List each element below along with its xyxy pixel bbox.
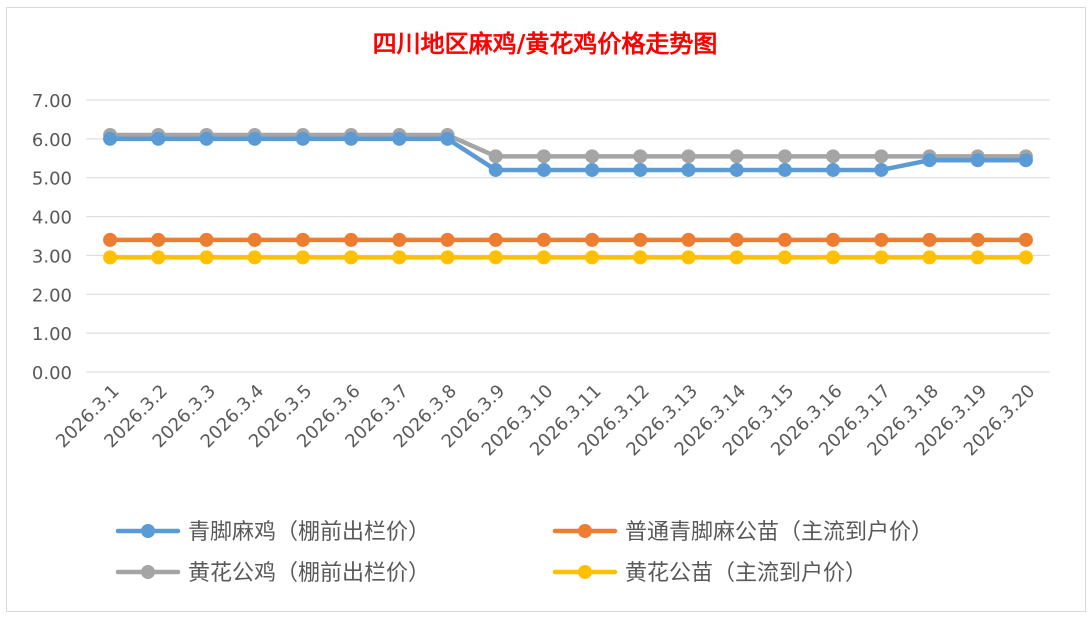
data-point (826, 232, 841, 247)
data-point (729, 250, 744, 265)
legend-swatch-marker (141, 565, 155, 579)
data-point (777, 149, 792, 164)
data-point (392, 232, 407, 247)
data-point (392, 131, 407, 146)
data-point (344, 232, 359, 247)
data-point (247, 232, 262, 247)
data-point (681, 149, 696, 164)
data-point (681, 232, 696, 247)
data-point (729, 149, 744, 164)
data-point (777, 250, 792, 265)
legend-item: 青脚麻鸡（棚前出栏价） (115, 520, 430, 545)
data-point (488, 232, 503, 247)
data-point (247, 250, 262, 265)
series-line (107, 136, 1029, 173)
series-line (107, 132, 1029, 159)
data-point (199, 250, 214, 265)
data-point (488, 162, 503, 177)
data-point (922, 153, 937, 168)
data-point (344, 131, 359, 146)
chart-area-border (6, 7, 1086, 612)
legend-item: 普通青脚麻公苗（主流到户价） (552, 520, 933, 545)
data-point (585, 149, 600, 164)
data-point (440, 232, 455, 247)
data-point (826, 250, 841, 265)
data-point (440, 131, 455, 146)
data-point (488, 250, 503, 265)
legend-swatch-marker (141, 524, 155, 538)
data-point (103, 232, 118, 247)
data-point (536, 250, 551, 265)
data-point (777, 232, 792, 247)
legend-label: 黄花公鸡（棚前出栏价） (188, 561, 430, 586)
data-point (199, 131, 214, 146)
data-point (970, 250, 985, 265)
data-point (874, 149, 889, 164)
y-tick-label: 4.00 (32, 208, 72, 229)
y-tick-label: 0.00 (32, 363, 72, 384)
data-point (585, 232, 600, 247)
legend-item: 黄花公苗（主流到户价） (552, 561, 867, 586)
data-point (777, 162, 792, 177)
y-tick-label: 7.00 (32, 91, 72, 112)
data-point (729, 232, 744, 247)
data-point (536, 232, 551, 247)
series-3 (103, 250, 1033, 265)
data-point (874, 232, 889, 247)
data-point (729, 162, 744, 177)
data-point (1018, 232, 1033, 247)
data-point (440, 250, 455, 265)
data-point (1018, 250, 1033, 265)
data-point (392, 250, 407, 265)
data-point (103, 131, 118, 146)
y-tick-label: 3.00 (32, 246, 72, 267)
data-point (488, 149, 503, 164)
data-point (922, 250, 937, 265)
data-point (970, 232, 985, 247)
data-point (247, 131, 262, 146)
data-point (681, 162, 696, 177)
data-point (536, 162, 551, 177)
data-point (295, 131, 310, 146)
data-point (199, 232, 214, 247)
series-0 (103, 131, 1033, 177)
legend-label: 黄花公苗（主流到户价） (625, 561, 867, 586)
legend-label: 青脚麻鸡（棚前出栏价） (188, 520, 430, 545)
series-1 (103, 232, 1033, 247)
data-point (585, 250, 600, 265)
data-point (922, 232, 937, 247)
data-point (633, 149, 648, 164)
y-tick-label: 6.00 (32, 130, 72, 151)
legend-label: 普通青脚麻公苗（主流到户价） (625, 520, 933, 545)
data-point (151, 232, 166, 247)
data-point (826, 162, 841, 177)
data-point (874, 162, 889, 177)
data-point (633, 250, 648, 265)
data-point (295, 232, 310, 247)
data-point (536, 149, 551, 164)
legend-item: 黄花公鸡（棚前出栏价） (115, 561, 430, 586)
data-point (633, 232, 648, 247)
y-tick-label: 5.00 (32, 169, 72, 190)
legend-swatch-marker (578, 565, 592, 579)
data-point (633, 162, 648, 177)
data-point (874, 250, 889, 265)
y-tick-label: 1.00 (32, 324, 72, 345)
data-point (1018, 153, 1033, 168)
y-tick-label: 2.00 (32, 285, 72, 306)
legend-swatch-marker (578, 524, 592, 538)
data-point (103, 250, 118, 265)
data-point (295, 250, 310, 265)
data-point (826, 149, 841, 164)
data-point (151, 131, 166, 146)
chart-title: 四川地区麻鸡/黄花鸡价格走势图 (373, 29, 718, 58)
data-point (681, 250, 696, 265)
data-point (585, 162, 600, 177)
data-point (151, 250, 166, 265)
data-point (344, 250, 359, 265)
data-point (970, 153, 985, 168)
